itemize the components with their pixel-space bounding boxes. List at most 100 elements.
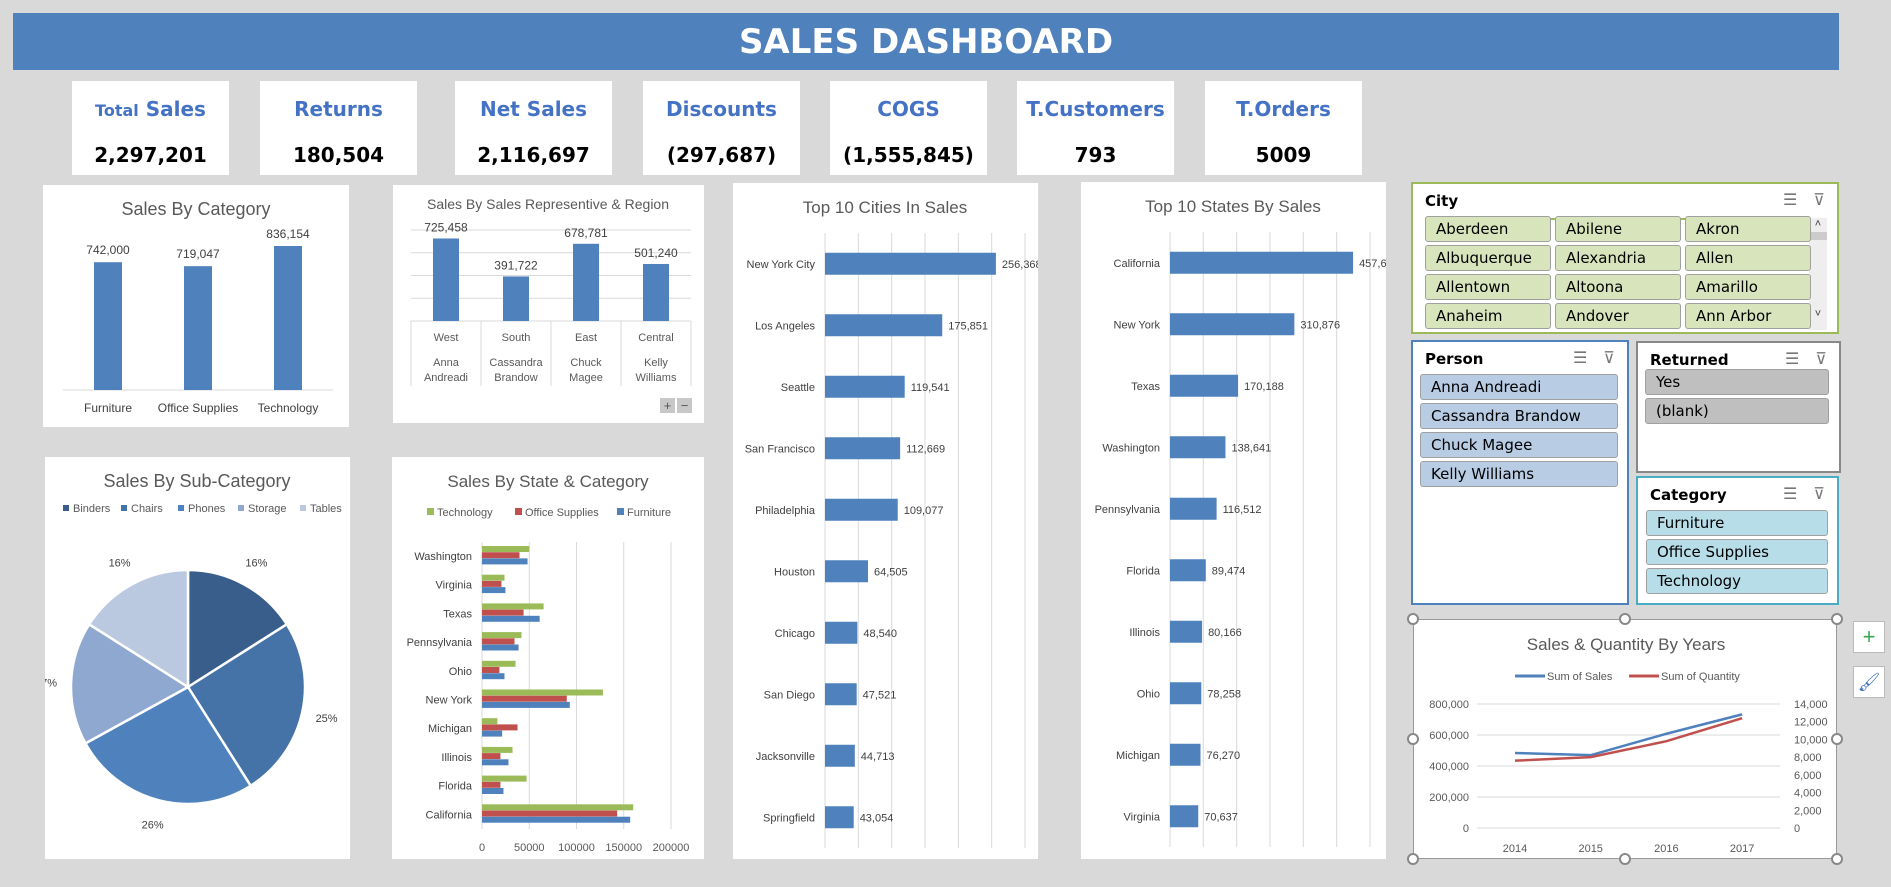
slicer-item[interactable]: Furniture bbox=[1646, 510, 1828, 536]
x-tick-label: Technology bbox=[258, 401, 319, 415]
slicer-item[interactable]: Ann Arbor bbox=[1685, 303, 1811, 329]
data-label: 678,781 bbox=[564, 226, 608, 240]
bar bbox=[482, 587, 506, 594]
y-tick-label: 200,000 bbox=[1429, 792, 1469, 804]
data-label: 256,368 bbox=[1002, 259, 1038, 271]
multi-select-icon[interactable]: ☰ bbox=[1782, 486, 1798, 503]
scroll-down-icon[interactable]: ˅ bbox=[1814, 308, 1822, 320]
chart-top-cities[interactable]: Top 10 Cities In Sales 256,368 New York Ci… bbox=[733, 183, 1038, 859]
bar bbox=[482, 546, 530, 552]
kpi-value: 5009 bbox=[1255, 143, 1312, 167]
legend-label: Furniture bbox=[627, 507, 671, 519]
slicer-item[interactable]: Akron bbox=[1685, 216, 1811, 242]
resize-handle[interactable] bbox=[1831, 853, 1843, 865]
y2-tick-label: 2,000 bbox=[1794, 805, 1822, 817]
slicer-title: Category bbox=[1650, 486, 1727, 504]
data-label: 109,077 bbox=[904, 505, 944, 517]
data-label: 391,722 bbox=[494, 258, 538, 272]
bar bbox=[274, 245, 302, 390]
multi-select-icon[interactable]: ☰ bbox=[1782, 192, 1798, 209]
chart-sales-by-category[interactable]: Sales By Category 742,000 Furniture 719,047… bbox=[43, 185, 349, 427]
clear-filter-icon[interactable]: ⊽ bbox=[1813, 486, 1825, 503]
bar bbox=[482, 689, 603, 696]
slicer-item[interactable]: Allentown bbox=[1425, 274, 1551, 300]
resize-handle[interactable] bbox=[1407, 733, 1419, 745]
multi-select-icon[interactable]: ☰ bbox=[1784, 351, 1800, 368]
y-tick-label: Florida bbox=[1126, 565, 1161, 577]
bar bbox=[1170, 497, 1217, 520]
slicer-item[interactable]: Amarillo bbox=[1685, 274, 1811, 300]
expand-button[interactable]: + bbox=[660, 398, 675, 413]
multi-select-icon[interactable]: ☰ bbox=[1572, 350, 1588, 367]
bar bbox=[482, 724, 518, 731]
resize-handle[interactable] bbox=[1831, 733, 1843, 745]
slicer-item[interactable]: Chuck Magee bbox=[1420, 432, 1618, 458]
y-tick-label: Illinois bbox=[441, 752, 472, 764]
x-tick-label: 2016 bbox=[1654, 843, 1678, 855]
chart-title: Sales & Quantity By Years bbox=[1527, 635, 1725, 654]
rep-name-label: Williams bbox=[636, 372, 677, 384]
clear-filter-icon[interactable]: ⊽ bbox=[1813, 192, 1825, 209]
slicer-item[interactable]: Andover bbox=[1555, 303, 1681, 329]
chart-sales-by-rep-region[interactable]: Sales By Sales Representive & Region 725,… bbox=[393, 185, 704, 423]
slicer-city: City ☰ ⊽ ˄ ˅ Aberdeen Abilene Akron Albuquerq… bbox=[1411, 182, 1839, 334]
slicer-item[interactable]: Office Supplies bbox=[1646, 539, 1828, 565]
resize-handle[interactable] bbox=[1407, 853, 1419, 865]
resize-handle[interactable] bbox=[1407, 613, 1419, 625]
kpi-label: T.Orders bbox=[1236, 97, 1331, 121]
bar bbox=[482, 810, 618, 817]
chart-sales-quantity-by-years[interactable]: Sales & Quantity By Years Sum of Sales Sum… bbox=[1413, 619, 1837, 859]
resize-handle[interactable] bbox=[1619, 613, 1631, 625]
slicer-item[interactable]: Technology bbox=[1646, 568, 1828, 594]
slicer-item[interactable]: Anna Andreadi bbox=[1420, 374, 1618, 400]
slicer-item[interactable]: Albuquerque bbox=[1425, 245, 1551, 271]
bar bbox=[482, 695, 567, 702]
chart-sales-by-subcategory[interactable]: Sales By Sub-Category Binders Chairs Phones… bbox=[45, 457, 350, 859]
x-tick-label: Office Supplies bbox=[158, 401, 239, 415]
clear-filter-icon[interactable]: ⊽ bbox=[1603, 350, 1615, 367]
bar bbox=[482, 609, 524, 616]
scrollbar[interactable]: ˄ ˅ bbox=[1809, 218, 1827, 330]
chart-styles-brush-icon[interactable]: 🖌 bbox=[1853, 666, 1885, 698]
slicer-item[interactable]: Altoona bbox=[1555, 274, 1681, 300]
bar bbox=[825, 437, 901, 460]
resize-handle[interactable] bbox=[1831, 613, 1843, 625]
clear-filter-icon[interactable]: ⊽ bbox=[1815, 351, 1827, 368]
slicer-item[interactable]: Yes bbox=[1645, 369, 1829, 395]
slicer-returned: Returned ☰ ⊽ Yes (blank) bbox=[1636, 341, 1841, 473]
bar bbox=[184, 266, 212, 390]
pie-slice bbox=[186, 568, 289, 690]
pie-slice bbox=[186, 622, 307, 788]
legend-label: Binders bbox=[73, 503, 111, 515]
slicer-title: Person bbox=[1425, 350, 1484, 368]
legend-swatch bbox=[178, 505, 184, 511]
y-tick-label: New York bbox=[426, 695, 473, 707]
scroll-up-icon[interactable]: ˄ bbox=[1814, 218, 1822, 230]
slicer-item[interactable]: Anaheim bbox=[1425, 303, 1551, 329]
legend-label: Storage bbox=[248, 503, 287, 515]
kpi-label: Net Sales bbox=[479, 97, 588, 121]
resize-handle[interactable] bbox=[1619, 853, 1631, 865]
slicer-item[interactable]: Alexandria bbox=[1555, 245, 1681, 271]
x-tick-label: 2014 bbox=[1503, 843, 1527, 855]
bar bbox=[1170, 251, 1354, 274]
scroll-thumb[interactable] bbox=[1809, 232, 1827, 240]
x-tick-label: 0 bbox=[479, 842, 485, 854]
slicer-item[interactable]: Allen bbox=[1685, 245, 1811, 271]
slicer-item[interactable]: Kelly Williams bbox=[1420, 461, 1618, 487]
slicer-item[interactable]: Cassandra Brandow bbox=[1420, 403, 1618, 429]
bar bbox=[482, 775, 527, 782]
series-line bbox=[1514, 713, 1743, 757]
rep-name-label: Kelly bbox=[644, 357, 668, 369]
collapse-button[interactable]: − bbox=[677, 398, 692, 413]
slicer-item[interactable]: (blank) bbox=[1645, 398, 1829, 424]
bar bbox=[825, 314, 943, 337]
chart-elements-button[interactable]: + bbox=[1853, 621, 1885, 653]
chart-top-states[interactable]: Top 10 States By Sales 457,688 California 3… bbox=[1081, 182, 1386, 859]
chart-sales-by-state-category[interactable]: Sales By State & Category Technology Offic… bbox=[392, 457, 704, 859]
slicer-title: City bbox=[1425, 192, 1459, 210]
chart-title: Sales By Sales Representive & Region bbox=[427, 196, 669, 212]
slicer-item[interactable]: Abilene bbox=[1555, 216, 1681, 242]
kpi-label: Sales bbox=[145, 97, 206, 121]
slicer-item[interactable]: Aberdeen bbox=[1425, 216, 1551, 242]
